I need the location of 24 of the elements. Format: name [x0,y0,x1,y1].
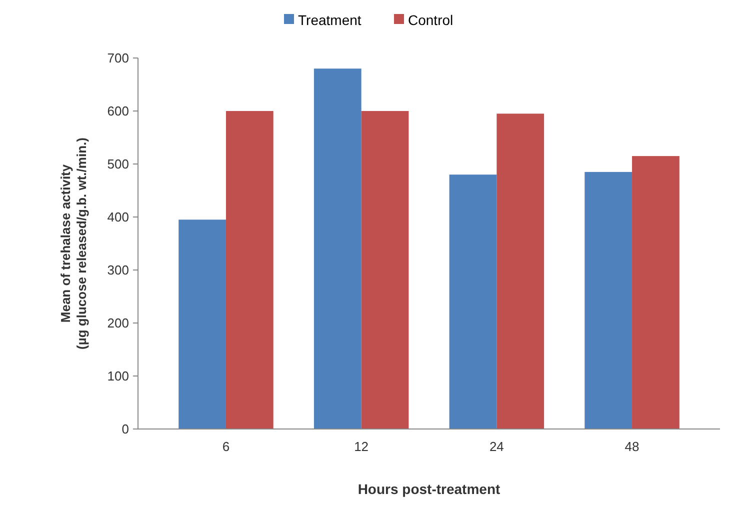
y-tick-label: 600 [107,104,129,119]
bar [314,68,362,429]
bar [632,156,680,429]
x-tick-label: 6 [222,439,230,454]
x-tick-label: 24 [489,439,504,454]
y-tick-label: 200 [107,316,129,331]
bar [449,174,497,429]
legend-label: Control [408,12,454,28]
y-tick-label: 700 [107,50,129,66]
bar [584,172,632,429]
y-axis-title: Mean of trehalase activity (µg glucose released/g.b. wt./min.) [58,138,89,350]
bar [226,111,274,429]
bar [178,220,226,429]
y-tick-label: 0 [122,422,129,437]
bar [361,111,409,429]
x-tick-label: 12 [354,439,369,454]
legend-label: Treatment [298,12,362,28]
y-tick-label: 500 [107,156,129,172]
y-tick-label: 100 [107,368,129,384]
x-axis-title: Hours post-treatment [358,481,501,497]
x-tick-label: 48 [624,439,640,454]
bar [496,114,544,429]
y-tick-label: 400 [107,210,129,225]
y-tick-label: 300 [107,262,129,278]
